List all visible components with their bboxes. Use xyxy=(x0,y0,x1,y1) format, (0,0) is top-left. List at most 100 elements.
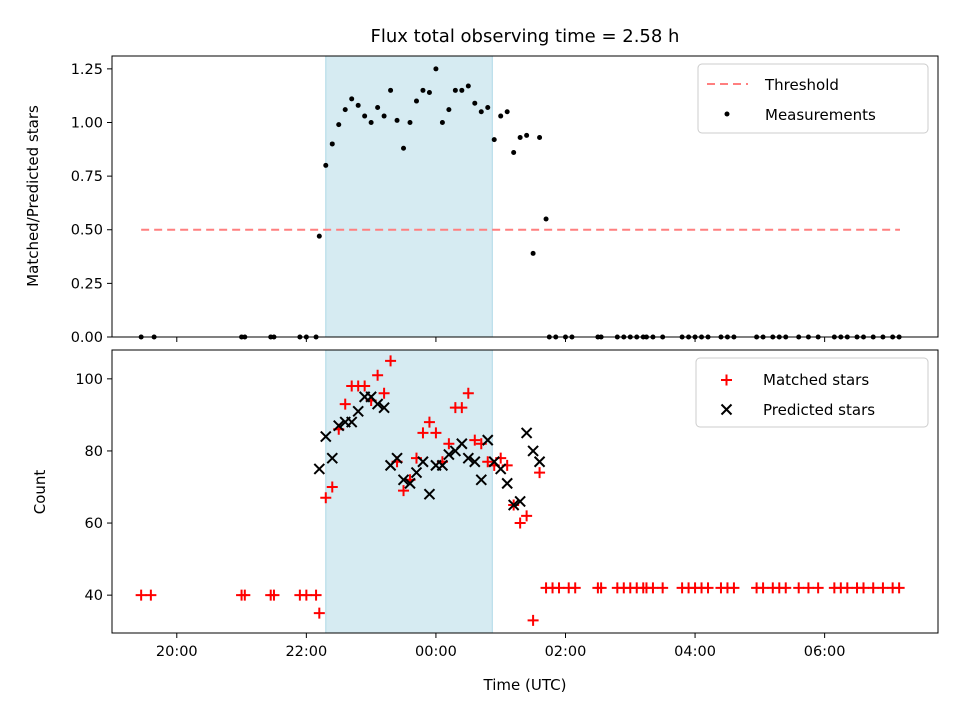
measurement-point xyxy=(478,109,484,115)
matched-star-point xyxy=(647,582,659,594)
bottom-plot-frame xyxy=(111,349,939,634)
matched-star-point xyxy=(456,402,468,414)
matched-star-point xyxy=(893,582,905,594)
predicted-star-point xyxy=(514,495,526,508)
predicted-star-point xyxy=(507,499,520,511)
matched-star-point xyxy=(398,485,410,497)
measurement-point xyxy=(368,119,374,125)
measurement-point xyxy=(498,113,504,119)
chart-title: Flux total observing time = 2.58 h xyxy=(371,26,680,47)
matched-star-point xyxy=(802,582,814,594)
bottom-y-tick-label: 80 xyxy=(85,444,103,460)
predicted-star-point xyxy=(326,452,338,464)
matched-star-point xyxy=(359,380,371,392)
matched-star-point xyxy=(857,582,869,594)
predicted-star-point xyxy=(456,438,468,450)
matched-star-point xyxy=(462,387,474,399)
matched-star-point xyxy=(780,582,792,594)
matched-star-point xyxy=(569,582,581,594)
measurement-point xyxy=(452,87,458,93)
matched-star-point xyxy=(812,582,824,594)
measurement-point xyxy=(375,104,381,110)
measurement-point xyxy=(446,107,452,113)
matched-star-point xyxy=(300,589,312,601)
measurement-point xyxy=(355,102,361,108)
measurement-point xyxy=(407,119,413,125)
predicted-star-point xyxy=(352,405,364,417)
predicted-star-point xyxy=(527,445,539,457)
top-y-tick-label: 1.25 xyxy=(71,62,103,78)
predicted-star-point xyxy=(494,463,507,475)
top-y-tick-label: 0.00 xyxy=(71,330,103,346)
matched-star-point xyxy=(239,589,251,601)
measurement-point xyxy=(465,83,471,89)
measurement-point xyxy=(413,98,419,104)
x-tick-label: 02:00 xyxy=(545,644,587,660)
predicted-star-point xyxy=(443,448,455,461)
measurement-point xyxy=(316,233,322,239)
legend-predicted-swatch xyxy=(720,403,733,416)
measurement-point xyxy=(517,135,523,141)
matched-star-point xyxy=(372,369,384,381)
predicted-star-point xyxy=(501,477,513,490)
predicted-star-point xyxy=(391,452,403,464)
bottom-y-tick-label: 60 xyxy=(85,516,103,532)
predicted-star-point xyxy=(333,419,345,432)
matched-star-point xyxy=(310,589,322,601)
predicted-star-point xyxy=(475,474,487,486)
legend-measurements-label: Measurements xyxy=(765,106,876,124)
matched-star-point xyxy=(841,582,853,594)
matched-star-point xyxy=(867,582,879,594)
top-panel: 0.00 0.25 0.50 0.75 1.00 1.25 Matched/Predict… xyxy=(24,55,939,346)
predicted-star-point xyxy=(436,459,449,472)
legend-matched-label: Matched stars xyxy=(763,371,869,389)
predicted-star-point xyxy=(423,488,436,500)
measurement-point xyxy=(349,96,355,102)
measurement-point xyxy=(530,250,536,256)
measurement-point xyxy=(401,145,407,151)
matched-star-point xyxy=(482,456,494,468)
bottom-y-tick-label: 40 xyxy=(85,588,103,604)
x-tick-label: 00:00 xyxy=(415,644,457,660)
measurement-point xyxy=(485,104,491,110)
matched-star-point xyxy=(320,492,332,504)
bottom-y-axis-label: Count xyxy=(31,470,49,515)
legend-measurements-swatch xyxy=(724,111,730,117)
x-tick-label: 04:00 xyxy=(674,644,716,660)
matched-star-point xyxy=(326,481,338,493)
bottom-y-tick-label: 100 xyxy=(75,372,103,388)
matched-star-point xyxy=(702,582,714,594)
matched-star-point xyxy=(793,582,805,594)
matched-star-point xyxy=(417,427,429,439)
predicted-star-point xyxy=(410,466,423,479)
measurement-point xyxy=(420,87,426,93)
bottom-observing-span xyxy=(325,349,493,634)
predicted-star-point xyxy=(533,456,546,468)
measurement-point xyxy=(329,141,335,147)
legend-threshold-label: Threshold xyxy=(764,76,839,94)
top-y-tick-label: 1.00 xyxy=(71,115,103,131)
matched-star-point xyxy=(553,582,565,594)
top-y-tick-label: 0.75 xyxy=(71,169,103,185)
measurement-point xyxy=(342,107,348,113)
measurement-point xyxy=(511,150,517,156)
top-plot-frame xyxy=(111,55,939,338)
x-axis-label: Time (UTC) xyxy=(483,676,567,694)
legend-matched-swatch xyxy=(721,374,732,386)
measurement-point xyxy=(381,113,387,119)
measurement-point xyxy=(491,137,497,143)
measurement-point xyxy=(433,66,439,72)
matched-star-point xyxy=(527,614,539,626)
measurement-point xyxy=(323,162,329,168)
measurement-point xyxy=(439,119,445,125)
predicted-star-point xyxy=(345,416,358,428)
bottom-panel: 40 60 80 100 20:00 22:00 00:00 02:00 04:00 06:00… xyxy=(31,349,939,694)
matched-star-point xyxy=(521,510,533,522)
matched-star-point xyxy=(145,589,157,601)
measurement-point xyxy=(459,87,465,93)
top-y-tick-label: 0.25 xyxy=(71,276,103,292)
measurement-point xyxy=(362,113,368,119)
measurement-point xyxy=(537,135,543,141)
predicted-star-point xyxy=(520,427,533,439)
matched-star-point xyxy=(443,438,455,450)
